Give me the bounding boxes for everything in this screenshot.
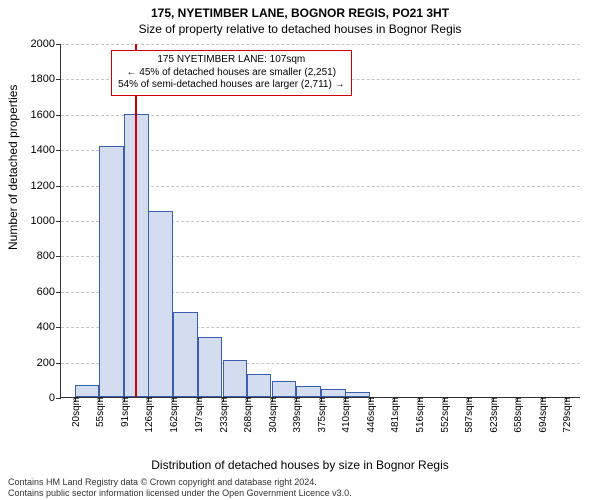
histogram-bar bbox=[296, 386, 321, 397]
y-axis-label: Number of detached properties bbox=[6, 85, 20, 250]
chart-subtitle: Size of property relative to detached ho… bbox=[0, 22, 600, 36]
y-tick-label: 800 bbox=[37, 250, 61, 262]
x-tick-label: 481sqm bbox=[390, 397, 401, 433]
x-axis-label: Distribution of detached houses by size … bbox=[0, 458, 600, 472]
x-tick-label: 304sqm bbox=[268, 397, 279, 433]
x-tick-label: 339sqm bbox=[292, 397, 303, 433]
x-tick-label: 233sqm bbox=[219, 397, 230, 433]
y-tick-label: 2000 bbox=[31, 38, 61, 50]
x-tick-label: 587sqm bbox=[464, 397, 475, 433]
x-tick-label: 658sqm bbox=[513, 397, 524, 433]
x-tick-label: 126sqm bbox=[144, 397, 155, 433]
annotation-box: 175 NYETIMBER LANE: 107sqm← 45% of detac… bbox=[111, 50, 352, 96]
y-tick-label: 1800 bbox=[31, 73, 61, 85]
histogram-bar bbox=[198, 337, 223, 397]
y-tick-label: 1600 bbox=[31, 109, 61, 121]
x-tick-label: 446sqm bbox=[366, 397, 377, 433]
x-tick-label: 729sqm bbox=[562, 397, 573, 433]
property-marker-line bbox=[135, 44, 137, 397]
x-tick-label: 162sqm bbox=[169, 397, 180, 433]
x-tick-label: 694sqm bbox=[538, 397, 549, 433]
x-tick-label: 552sqm bbox=[440, 397, 451, 433]
x-tick-label: 20sqm bbox=[71, 397, 82, 427]
annotation-line: 54% of semi-detached houses are larger (… bbox=[118, 79, 345, 92]
histogram-bar bbox=[321, 389, 346, 397]
y-tick-label: 600 bbox=[37, 286, 61, 298]
gridline bbox=[61, 44, 580, 45]
y-tick-label: 1200 bbox=[31, 180, 61, 192]
x-tick-label: 623sqm bbox=[489, 397, 500, 433]
histogram-bar bbox=[173, 312, 198, 397]
annotation-line: 175 NYETIMBER LANE: 107sqm bbox=[118, 54, 345, 67]
y-tick-label: 400 bbox=[37, 321, 61, 333]
histogram-bar bbox=[99, 146, 124, 397]
annotation-line: ← 45% of detached houses are smaller (2,… bbox=[118, 67, 345, 80]
plot-area: 020040060080010001200140016001800200020s… bbox=[60, 44, 580, 398]
y-tick-label: 0 bbox=[49, 392, 61, 404]
footer-line-1: Contains HM Land Registry data © Crown c… bbox=[8, 477, 352, 487]
histogram-bar bbox=[223, 360, 248, 397]
x-tick-label: 268sqm bbox=[243, 397, 254, 433]
x-tick-label: 91sqm bbox=[120, 397, 131, 427]
y-tick-label: 200 bbox=[37, 357, 61, 369]
x-tick-label: 516sqm bbox=[415, 397, 426, 433]
chart-title: 175, NYETIMBER LANE, BOGNOR REGIS, PO21 … bbox=[0, 6, 600, 20]
histogram-bar bbox=[75, 385, 100, 397]
x-tick-label: 55sqm bbox=[95, 397, 106, 427]
attribution-footer: Contains HM Land Registry data © Crown c… bbox=[8, 477, 352, 498]
footer-line-2: Contains public sector information licen… bbox=[8, 488, 352, 498]
x-tick-label: 375sqm bbox=[317, 397, 328, 433]
histogram-bar bbox=[247, 374, 272, 397]
y-tick-label: 1400 bbox=[31, 144, 61, 156]
x-tick-label: 410sqm bbox=[341, 397, 352, 433]
x-tick-label: 197sqm bbox=[194, 397, 205, 433]
y-tick-label: 1000 bbox=[31, 215, 61, 227]
histogram-bar bbox=[148, 211, 173, 397]
histogram-bar bbox=[272, 381, 297, 397]
